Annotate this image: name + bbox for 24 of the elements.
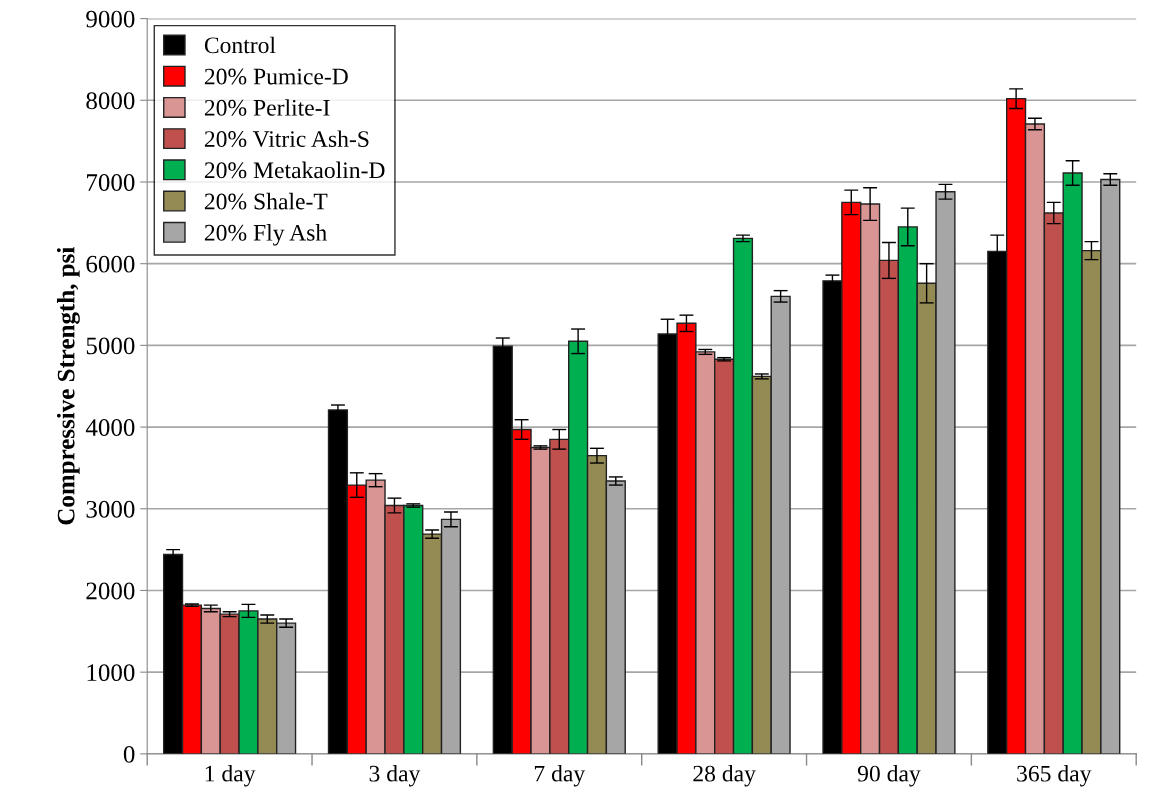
legend-label: 20% Pumice-D [204,68,348,85]
y-tick-label: 5000 [86,337,135,355]
y-tick-label: 4000 [85,419,135,436]
legend-label: 20% Perlite-I [204,99,330,116]
legend-label: 20% Shale-T [204,192,328,210]
x-tick-label: 28 day [693,764,756,787]
y-tick-label: 2000 [86,582,135,600]
y-tick-label: 9000 [86,10,135,28]
legend-label: 20% Fly Ash [204,224,327,246]
legend-label: 20% Vitric Ash-S [204,130,369,148]
y-tick-label: 7000 [87,174,135,191]
y-tick-label: 1000 [87,664,135,682]
y-tick-label: 3000 [86,500,135,518]
x-tick-label: 7 day [534,764,586,787]
y-tick-label: 0 [123,745,135,763]
x-tick-label: 365 day [1017,764,1092,787]
y-tick-label: 8000 [86,92,135,110]
x-tick-label: 3 day [369,764,421,787]
y-axis-title: Compressive Strength, psi [56,247,80,525]
y-tick-label: 6000 [86,255,135,273]
legend-label: Control [204,36,276,54]
x-tick-label: 90 day [857,764,921,787]
x-tick-label: 1 day [205,764,256,787]
legend-label: 20% Metakaolin-D [204,161,385,179]
